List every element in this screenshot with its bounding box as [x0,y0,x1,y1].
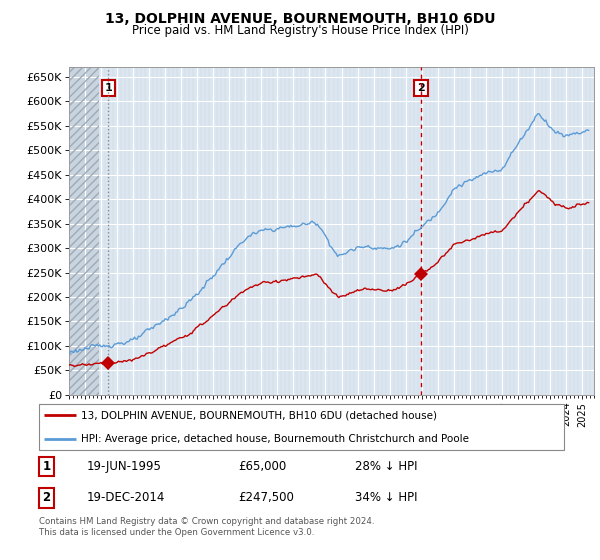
Bar [69,67,100,395]
Text: 19-DEC-2014: 19-DEC-2014 [86,491,165,504]
Text: 13, DOLPHIN AVENUE, BOURNEMOUTH, BH10 6DU: 13, DOLPHIN AVENUE, BOURNEMOUTH, BH10 6D… [105,12,495,26]
Text: £65,000: £65,000 [238,460,286,473]
FancyBboxPatch shape [38,404,565,450]
Text: 19-JUN-1995: 19-JUN-1995 [86,460,161,473]
Text: 2: 2 [417,83,425,93]
Bar [69,67,100,395]
Text: HPI: Average price, detached house, Bournemouth Christchurch and Poole: HPI: Average price, detached house, Bour… [81,434,469,444]
Text: 13, DOLPHIN AVENUE, BOURNEMOUTH, BH10 6DU (detached house): 13, DOLPHIN AVENUE, BOURNEMOUTH, BH10 6D… [81,410,437,420]
Text: Price paid vs. HM Land Registry's House Price Index (HPI): Price paid vs. HM Land Registry's House … [131,24,469,36]
Text: Contains HM Land Registry data © Crown copyright and database right 2024.
This d: Contains HM Land Registry data © Crown c… [39,517,374,537]
Text: 28% ↓ HPI: 28% ↓ HPI [355,460,417,473]
Text: 34% ↓ HPI: 34% ↓ HPI [355,491,417,504]
Text: 2: 2 [43,491,50,504]
Text: 1: 1 [43,460,50,473]
Text: 1: 1 [104,83,112,93]
Text: £247,500: £247,500 [238,491,293,504]
